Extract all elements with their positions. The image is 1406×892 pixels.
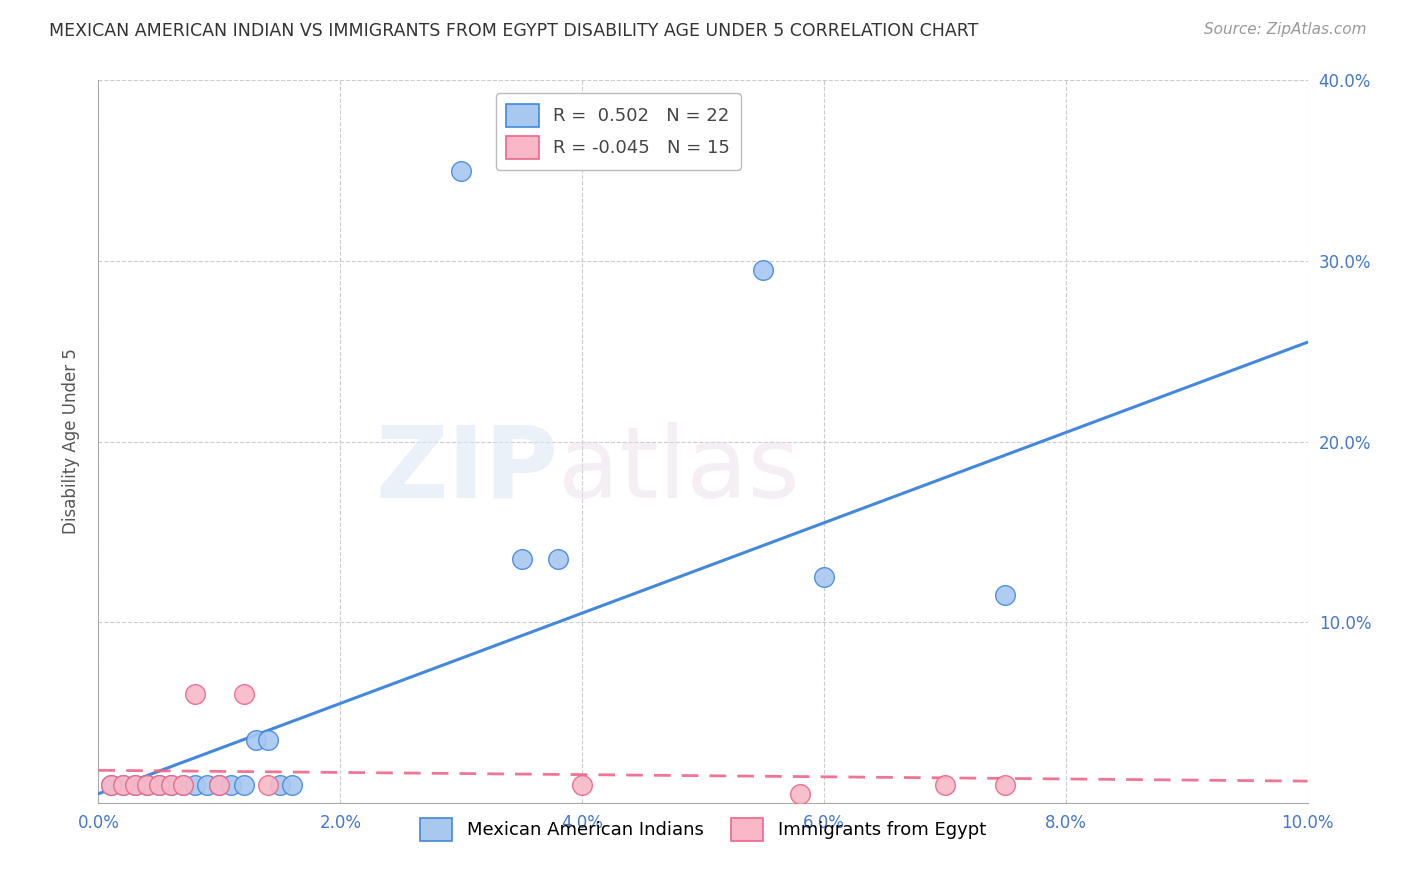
Point [547,552,569,566]
Point [450,163,472,178]
Point [160,778,183,792]
Point [184,687,207,701]
Point [111,778,134,792]
Point [752,263,775,277]
Point [994,778,1017,792]
Point [510,552,533,566]
Point [148,778,170,792]
Point [100,778,122,792]
Point [571,778,593,792]
Point [994,588,1017,602]
Point [208,778,231,792]
Text: MEXICAN AMERICAN INDIAN VS IMMIGRANTS FROM EGYPT DISABILITY AGE UNDER 5 CORRELAT: MEXICAN AMERICAN INDIAN VS IMMIGRANTS FR… [49,22,979,40]
Point [172,778,194,792]
Text: atlas: atlas [558,422,800,519]
Point [184,778,207,792]
Point [232,778,254,792]
Point [111,778,134,792]
Y-axis label: Disability Age Under 5: Disability Age Under 5 [62,349,80,534]
Point [789,787,811,801]
Point [160,778,183,792]
Point [148,778,170,792]
Text: Source: ZipAtlas.com: Source: ZipAtlas.com [1204,22,1367,37]
Point [934,778,956,792]
Point [135,778,157,792]
Point [195,778,218,792]
Point [245,732,267,747]
Point [256,778,278,792]
Point [281,778,304,792]
Point [124,778,146,792]
Point [232,687,254,701]
Point [208,778,231,792]
Point [813,570,835,584]
Point [100,778,122,792]
Point [256,732,278,747]
Legend: Mexican American Indians, Immigrants from Egypt: Mexican American Indians, Immigrants fro… [413,810,993,848]
Point [124,778,146,792]
Point [135,778,157,792]
Text: ZIP: ZIP [375,422,558,519]
Point [172,778,194,792]
Point [221,778,243,792]
Point [269,778,291,792]
